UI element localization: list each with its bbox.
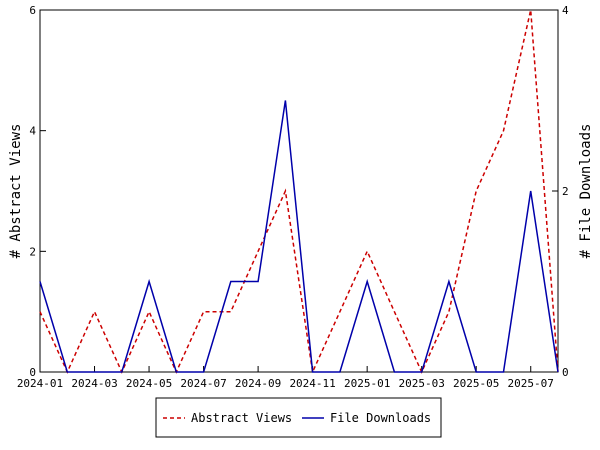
legend: Abstract Views File Downloads [155,397,442,438]
legend-label-abstract-views: Abstract Views [191,411,292,425]
series-lines [39,9,559,375]
plot-area [39,9,559,373]
x-tick-label: 2024-07 [180,377,226,390]
y-left-tick-label: 2 [29,245,36,258]
x-tick-label: 2025-05 [453,377,499,390]
x-tick-label: 2024-11 [289,377,335,390]
x-tick-label: 2025-01 [344,377,390,390]
legend-box [155,397,442,438]
y-left-tick-label: 6 [29,4,36,17]
x-tick-label: 2025-03 [399,377,445,390]
x-tick-label: 2025-07 [508,377,554,390]
x-tick-label: 2024-05 [126,377,172,390]
y-right-tick-label: 2 [562,185,569,198]
x-tick-label: 2024-03 [71,377,117,390]
y-axis-right-title: # File Downloads [578,124,594,259]
y-right-tick-label: 0 [562,366,569,379]
x-tick-label: 2024-09 [235,377,281,390]
y-right-tick-label: 4 [562,4,569,17]
x-axis: 2024-01 2024-03 2024-05 2024-07 2024-09 2024-… [17,366,554,390]
y-axis-right: 0 2 4 [552,4,569,379]
x-tick-label: 2024-01 [17,377,63,390]
y-axis-left: 0 2 4 6 [29,4,46,379]
legend-label-file-downloads: File Downloads [330,411,431,425]
y-left-tick-label: 0 [29,366,36,379]
y-axis-left-title: # Abstract Views [8,124,24,259]
y-left-tick-label: 4 [29,125,36,138]
series-line-file-downloads [39,100,559,373]
